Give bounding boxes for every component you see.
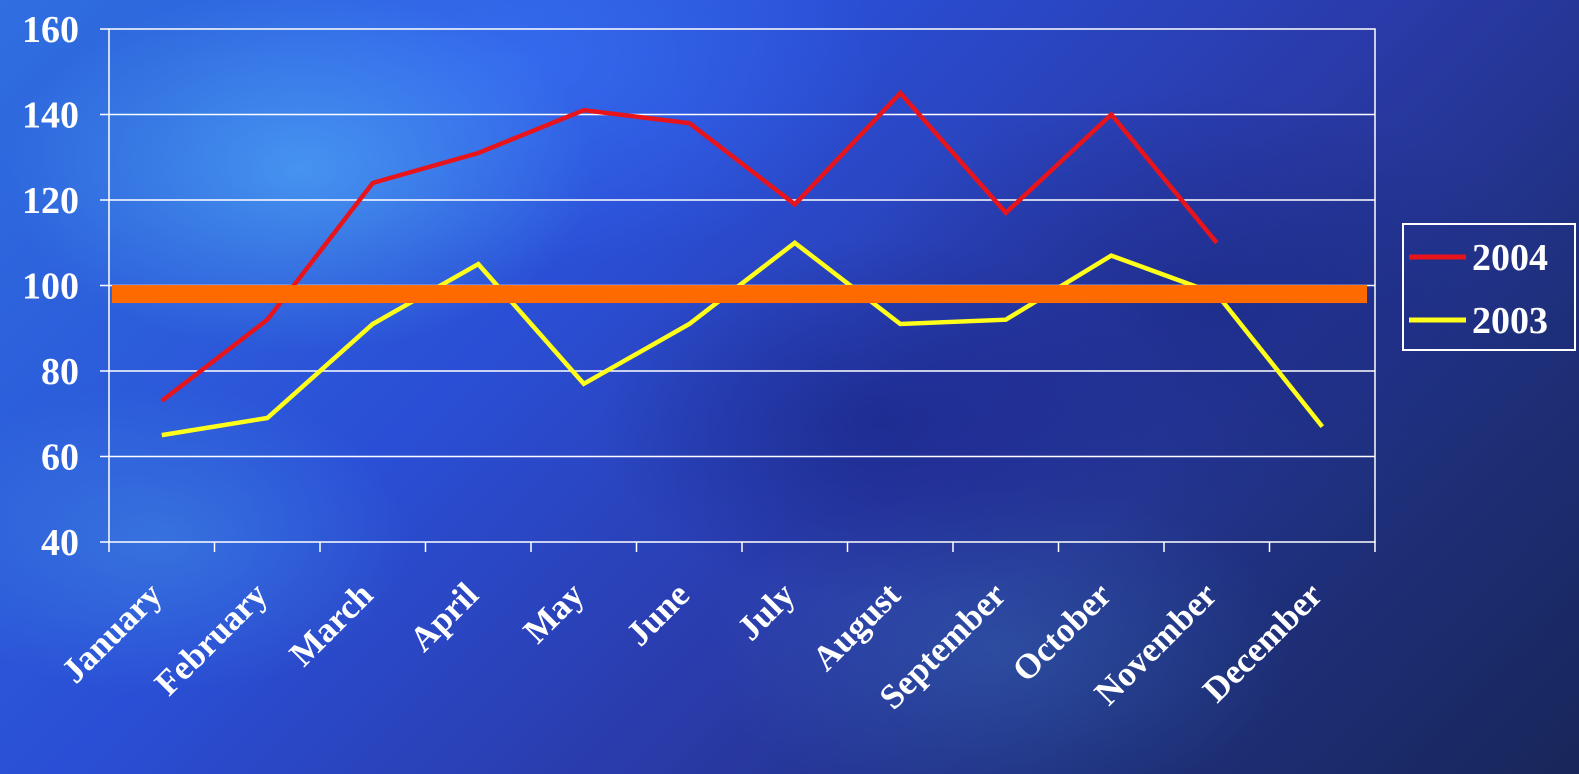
x-tick-label: April [402, 575, 486, 659]
x-tick-label: August [805, 575, 908, 678]
x-tick-label: July [729, 575, 802, 648]
legend-label-2004: 2004 [1472, 237, 1548, 279]
x-tick-label: March [282, 575, 381, 674]
y-tick-label: 120 [22, 180, 79, 222]
x-tick-label: February [147, 575, 275, 703]
y-tick-label: 160 [22, 9, 79, 51]
y-tick-label: 40 [41, 522, 79, 564]
y-tick-label: 60 [41, 437, 79, 479]
series-line-2003 [161, 239, 1325, 438]
reference-line-group [112, 285, 1367, 304]
y-tick-label: 140 [22, 95, 79, 137]
legend-label-2003: 2003 [1472, 300, 1548, 342]
y-tick-label: 100 [22, 266, 79, 308]
y-tick-label: 80 [41, 351, 79, 393]
series-line-2004 [160, 89, 1219, 403]
x-axis-ticks [108, 542, 1376, 552]
legend-box [1402, 223, 1576, 351]
x-tick-label: May [516, 575, 592, 651]
y-axis-tick-labels: 40 60 80 100 120 140 160 [22, 9, 109, 564]
legend: 2004 2003 [1402, 223, 1576, 351]
x-tick-label: June [618, 575, 696, 653]
series-lines [160, 89, 1325, 438]
reference-line [112, 285, 1367, 304]
